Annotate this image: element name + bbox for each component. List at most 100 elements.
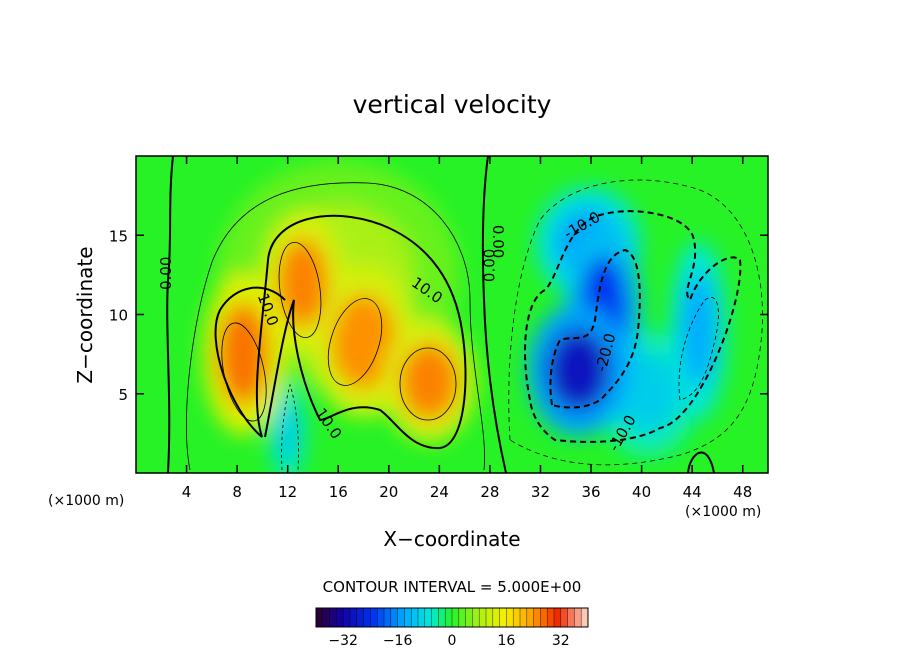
x-tick-label: 48 (733, 483, 752, 501)
colorbar-swatch (418, 608, 426, 627)
colorbar-swatch (322, 608, 330, 627)
zero-contour-middle (481, 156, 507, 473)
contour-label: 0.00 (480, 249, 498, 282)
field-cell (277, 238, 329, 328)
x-tick-label: 40 (632, 483, 651, 501)
colorbar-swatch (397, 608, 405, 627)
colorbar-swatch (438, 608, 446, 627)
x-tick-label: 8 (232, 483, 242, 501)
colorbar (315, 607, 589, 628)
colorbar-swatch (492, 608, 500, 627)
colorbar-swatch (540, 608, 548, 627)
colorbar-swatch (411, 608, 419, 627)
field-cell (276, 401, 300, 466)
field-cell (400, 343, 459, 420)
colorbar-swatch (329, 608, 337, 627)
colorbar-swatch (520, 608, 528, 627)
colorbar-swatch (445, 608, 453, 627)
contour-5-positive (186, 182, 485, 471)
x-tick-label: 12 (278, 483, 297, 501)
colorbar-swatch (526, 608, 534, 627)
colorbar-swatch (513, 608, 521, 627)
contour-minus-20 (549, 248, 641, 409)
contour-minus-10 (524, 210, 742, 443)
colorbar-swatch (554, 608, 562, 627)
colorbar-swatch (431, 608, 439, 627)
colorbar-swatch (533, 608, 541, 627)
colorbar-swatch (363, 608, 371, 627)
colorbar-swatch (472, 608, 480, 627)
x-unit-left: (×1000 m) (48, 493, 124, 509)
colorbar-swatch (384, 608, 392, 627)
x-tick-label: 28 (480, 483, 499, 501)
field-cell (680, 274, 717, 386)
contour-minus-5 (508, 179, 763, 466)
contour-10-left-lobe (214, 286, 286, 438)
colorbar-swatch (479, 608, 487, 627)
colorbar-swatch (370, 608, 378, 627)
x-unit-right: (×1000 m) (685, 504, 761, 520)
colorbar-tick-label: −16 (383, 633, 413, 649)
x-tick-label: 44 (683, 483, 702, 501)
contour-20-lobe-1 (221, 322, 267, 422)
colorbar-frame (315, 607, 589, 628)
colorbar-swatch (567, 608, 575, 627)
colorbar-swatch (486, 608, 494, 627)
colorbar-tick-label: 16 (497, 633, 515, 649)
velocity-field (202, 160, 727, 473)
colorbar-swatch (574, 608, 582, 627)
y-tick-label: 15 (109, 227, 128, 245)
zero-contour-left (166, 156, 174, 473)
colorbar-swatch (547, 608, 555, 627)
x-tick-label: 4 (182, 483, 192, 501)
contour-20-lobe-4 (399, 347, 457, 421)
contour-interval: CONTOUR INTERVAL = 5.000E+00 (323, 578, 582, 596)
x-tick-label: 24 (430, 483, 449, 501)
y-axis-label: Z−coordinate (73, 246, 97, 383)
contour-20-lobe-3 (327, 298, 383, 386)
y-tick-label: 10 (109, 307, 128, 325)
contour-minus-5-small (281, 383, 299, 471)
y-axis-ticks: 5 10 15 (109, 227, 768, 404)
x-axis-ticks: 4 8 12 16 20 24 28 32 36 40 44 48 (182, 156, 752, 501)
colorbar-swatch (499, 608, 507, 627)
colorbar-swatch (316, 608, 324, 627)
field-cell (616, 354, 680, 434)
colorbar-swatch (404, 608, 412, 627)
y-tick-label: 5 (118, 386, 128, 404)
x-tick-label: 20 (379, 483, 398, 501)
colorbar-swatch (458, 608, 466, 627)
x-tick-label: 36 (581, 483, 600, 501)
colorbar-swatch (452, 608, 460, 627)
contour-lines (166, 156, 763, 473)
x-tick-label: 32 (531, 483, 550, 501)
colorbar-swatch (560, 608, 568, 627)
colorbar-swatch (377, 608, 385, 627)
field-cell (546, 328, 611, 412)
field-cell (218, 303, 269, 405)
contour-minus-10-small (678, 297, 719, 401)
colorbar-tick-label: 0 (448, 633, 457, 649)
colorbar-swatch (506, 608, 514, 627)
colorbar-swatch (356, 608, 364, 627)
colorbar-swatch (343, 608, 351, 627)
x-axis-label: X−coordinate (383, 527, 520, 551)
zero-contour-bottom-right (687, 451, 715, 473)
colorbar-tick-label: −32 (328, 633, 358, 649)
colorbar-swatch (350, 608, 358, 627)
chart-title: vertical velocity (353, 90, 552, 119)
colorbar-ticks: −32 −16 0 16 32 (328, 633, 569, 649)
field-cell (330, 293, 397, 389)
colorbar-swatch (336, 608, 344, 627)
colorbar-swatch (390, 608, 398, 627)
x-tick-label: 16 (329, 483, 348, 501)
contour-label: 0.00 (157, 257, 175, 290)
colorbar-tick-label: 32 (552, 633, 570, 649)
contour-20-lobe-2 (278, 241, 322, 339)
colorbar-swatch (465, 608, 473, 627)
contour-label: 0.00 (489, 225, 507, 258)
colorbar-swatch (424, 608, 432, 627)
colorbar-swatch (581, 608, 589, 627)
